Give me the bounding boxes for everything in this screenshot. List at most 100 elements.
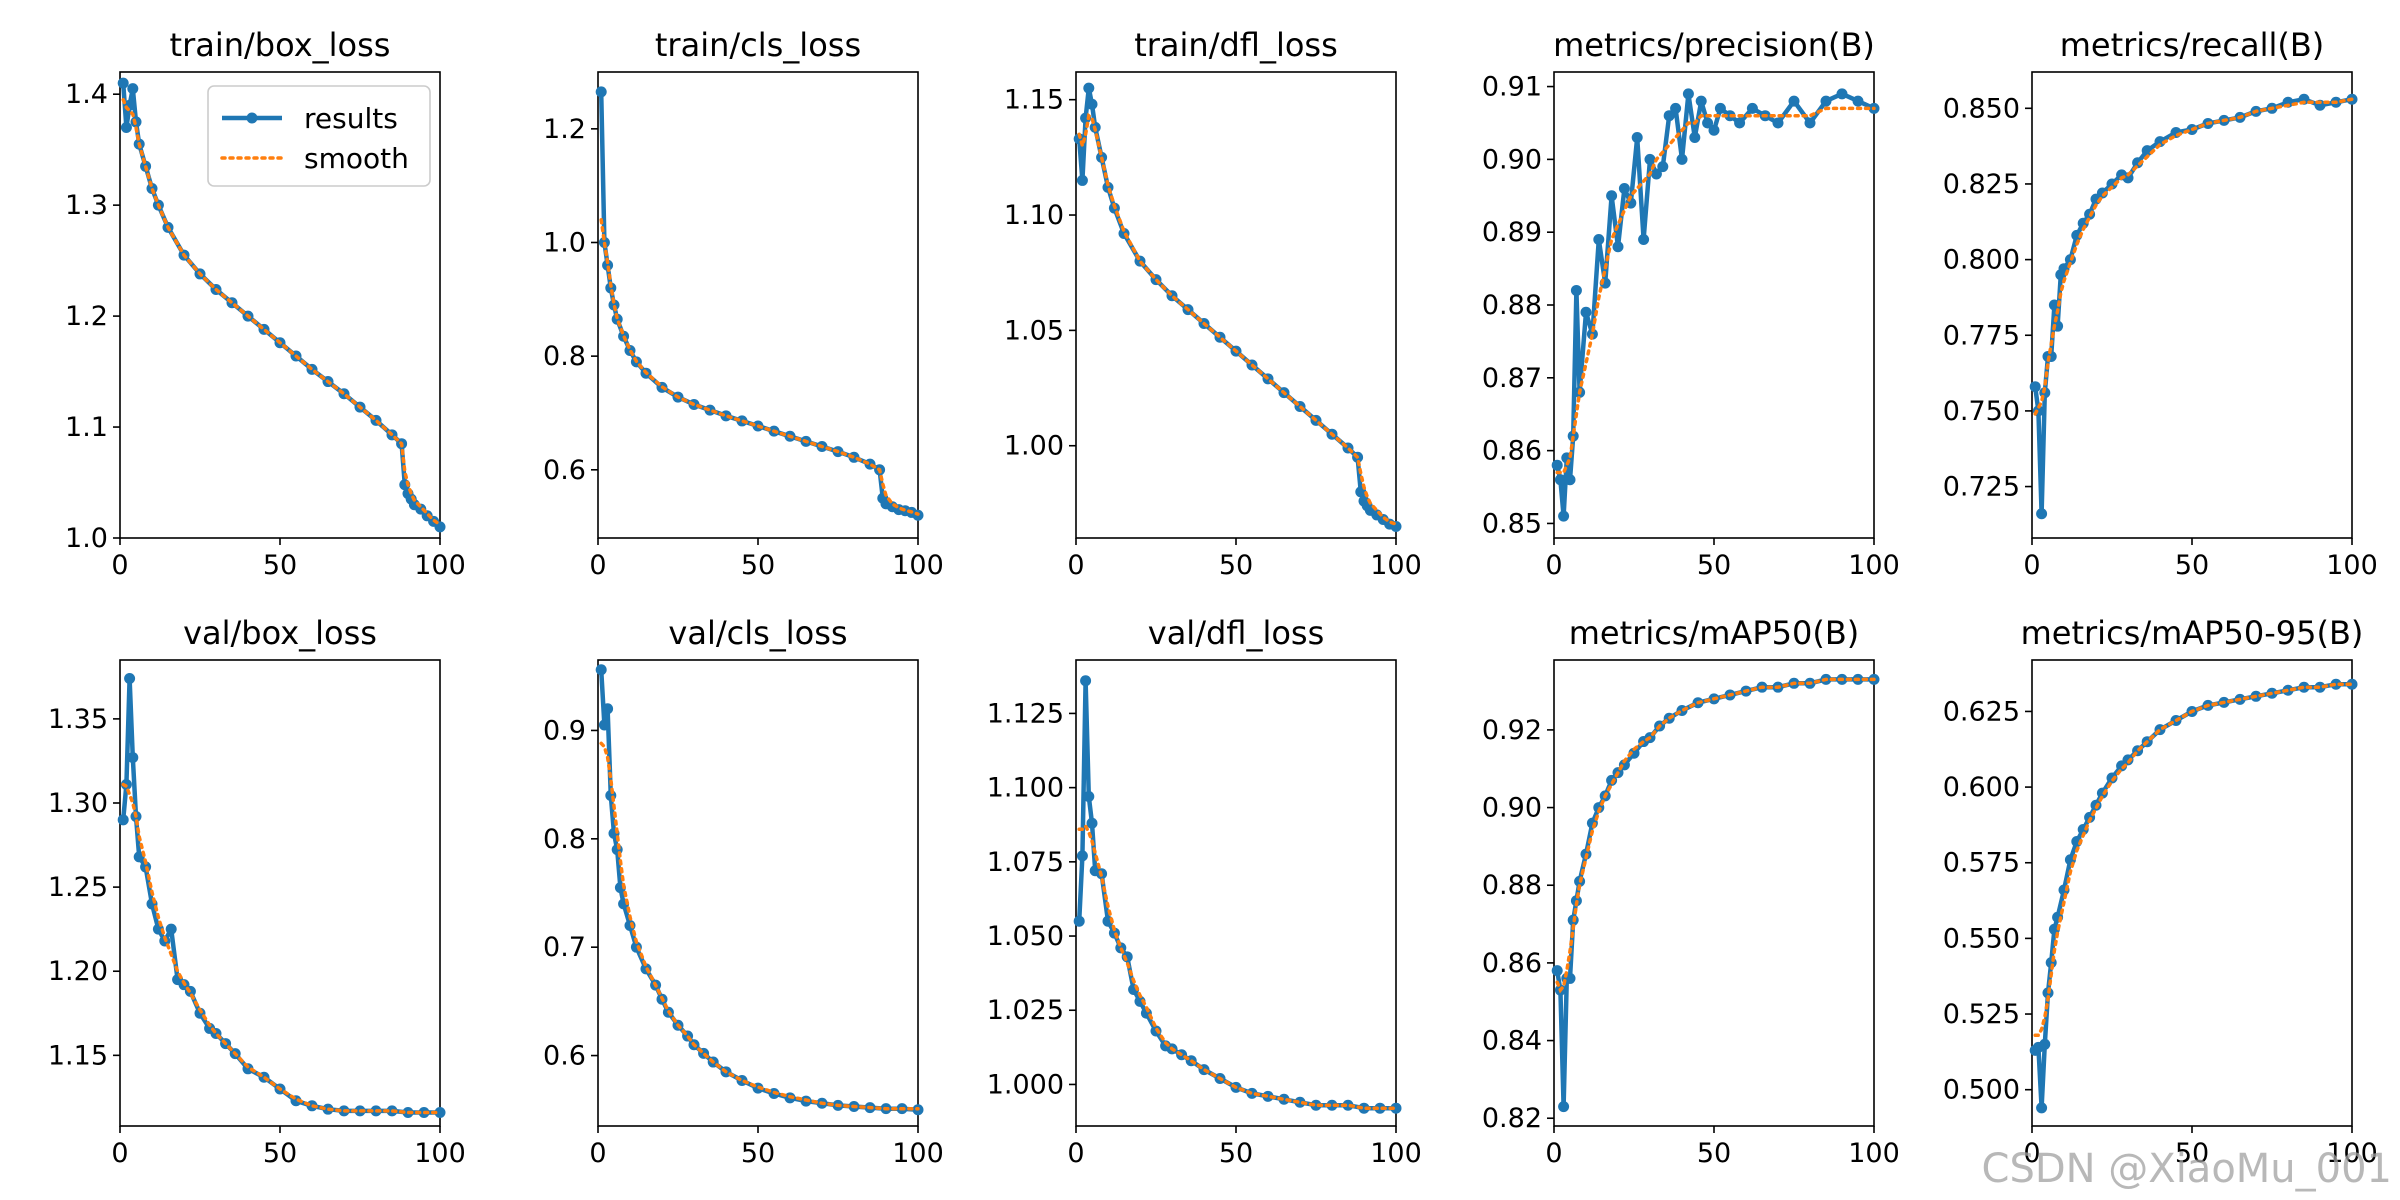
results-point [1564,474,1576,486]
results-point [1310,1099,1322,1111]
chart-panel-7: val/cls_loss 0 50 100 0.6 0.7 0.8 0.9 [543,614,944,1169]
results-point [117,77,129,89]
y-tick-label: 0.6 [543,455,586,486]
results-point [1606,774,1618,786]
y-tick-label: 0.825 [1943,169,2020,200]
x-tick-label: 50 [1697,550,1731,581]
y-tick-label: 1.000 [987,1069,1064,1100]
results-point [1358,1102,1370,1114]
x-tick-label: 0 [111,1138,128,1169]
results-point [1746,102,1758,114]
x-tick-label: 50 [741,1138,775,1169]
results-point [1676,153,1688,165]
x-tick-label: 0 [111,550,128,581]
chart-title: train/cls_loss [655,26,861,64]
y-tick-label: 1.2 [543,114,586,145]
legend-results-marker [246,112,258,124]
results-point [117,814,129,826]
results-point [2029,381,2041,393]
results-point [608,299,620,311]
y-tick-label: 1.15 [1004,85,1064,116]
y-tick-label: 1.1 [65,412,108,443]
x-tick-label: 0 [1545,1138,1562,1169]
results-point [1695,95,1707,107]
results-point [1073,915,1085,927]
results-point [1374,1102,1386,1114]
chart-panel-4: metrics/precision(B) 0 50 100 0.85 0.86 0.87 0.… [1482,26,1900,581]
y-tick-label: 1.15 [48,1040,108,1071]
y-tick-label: 1.3 [65,190,108,221]
results-point [2106,772,2118,784]
plot-frame [1075,71,1397,539]
y-tick-label: 0.90 [1482,144,1542,175]
x-tick-label: 50 [2175,1138,2209,1169]
results-point [1644,153,1656,165]
y-tick-label: 0.92 [1482,715,1542,746]
series-results-line [1555,91,1875,519]
series-results-line [2032,96,2353,517]
series-results-line [2033,681,2352,1111]
chart-title: val/cls_loss [668,614,847,652]
results-point [2346,678,2358,690]
y-tick-label: 0.6 [543,1041,586,1072]
y-tick-label: 0.600 [1943,772,2020,803]
x-tick-label: 50 [2175,550,2209,581]
series-results-line [598,91,919,518]
series-smooth-line [1077,112,1398,526]
y-tick-label: 0.850 [1943,93,2020,124]
x-tick-label: 100 [1848,1138,1900,1169]
x-tick-label: 100 [2326,550,2378,581]
chart-panel-1: train/box_loss 0 50 100 1.0 1.1 1.2 1.3 1.4 [65,26,466,581]
results-point [1558,510,1570,522]
chart-title: metrics/mAP50-95(B) [2021,614,2364,652]
results-point [1852,95,1864,107]
plot-frame [1075,659,1397,1127]
y-tick-label: 0.625 [1943,696,2020,727]
y-tick-label: 1.10 [1004,200,1064,231]
y-tick-label: 1.050 [987,921,1064,952]
results-point [602,259,614,271]
series-smooth-line [2033,682,2354,1037]
y-tick-label: 1.05 [1004,315,1064,346]
results-point [1580,306,1592,318]
y-tick-label: 1.00 [1004,431,1064,462]
y-tick-label: 0.575 [1943,848,2020,879]
y-tick-label: 0.550 [1943,923,2020,954]
chart-panel-9: metrics/mAP50(B) 0 50 100 0.82 0.84 0.86 0.88 0.… [1482,614,1900,1169]
results-point [2071,229,2083,241]
y-tick-label: 0.525 [1943,999,2020,1030]
y-tick-label: 0.725 [1943,472,2020,503]
chart-panel-6: val/box_loss 0 50 100 1.15 1.20 1.25 1.30 1.35 [48,614,466,1169]
results-point [120,121,132,133]
x-tick-label: 0 [1067,1138,1084,1169]
results-point [1076,850,1088,862]
plot-frame [1553,659,1875,1127]
chart-title: metrics/precision(B) [1553,26,1875,64]
x-tick-label: 0 [589,550,606,581]
series-results-line [1076,85,1397,529]
results-point [1593,233,1605,245]
results-point [2122,754,2134,766]
chart-title: val/box_loss [183,614,377,652]
results-point [1083,791,1095,803]
x-tick-label: 100 [2326,1138,2378,1169]
results-point [127,83,139,95]
results-point [1551,459,1563,471]
plot-frame [2031,659,2353,1127]
results-point [1702,117,1714,129]
results-point [1734,117,1746,129]
watermark: CSDN @XiaoMu_001 [1981,1146,2392,1192]
results-point [1650,168,1662,180]
y-tick-label: 0.9 [543,715,586,746]
plot-frame [119,659,441,1127]
results-point [127,752,139,764]
results-point [2106,178,2118,190]
results-point [1390,1102,1402,1114]
y-tick-label: 1.100 [987,773,1064,804]
series-smooth-line [1077,823,1398,1110]
series-smooth-line [121,782,442,1115]
y-tick-label: 0.82 [1482,1103,1542,1134]
x-tick-label: 0 [2023,1138,2040,1169]
results-point [1080,675,1092,687]
series-smooth-line [1555,106,1876,475]
